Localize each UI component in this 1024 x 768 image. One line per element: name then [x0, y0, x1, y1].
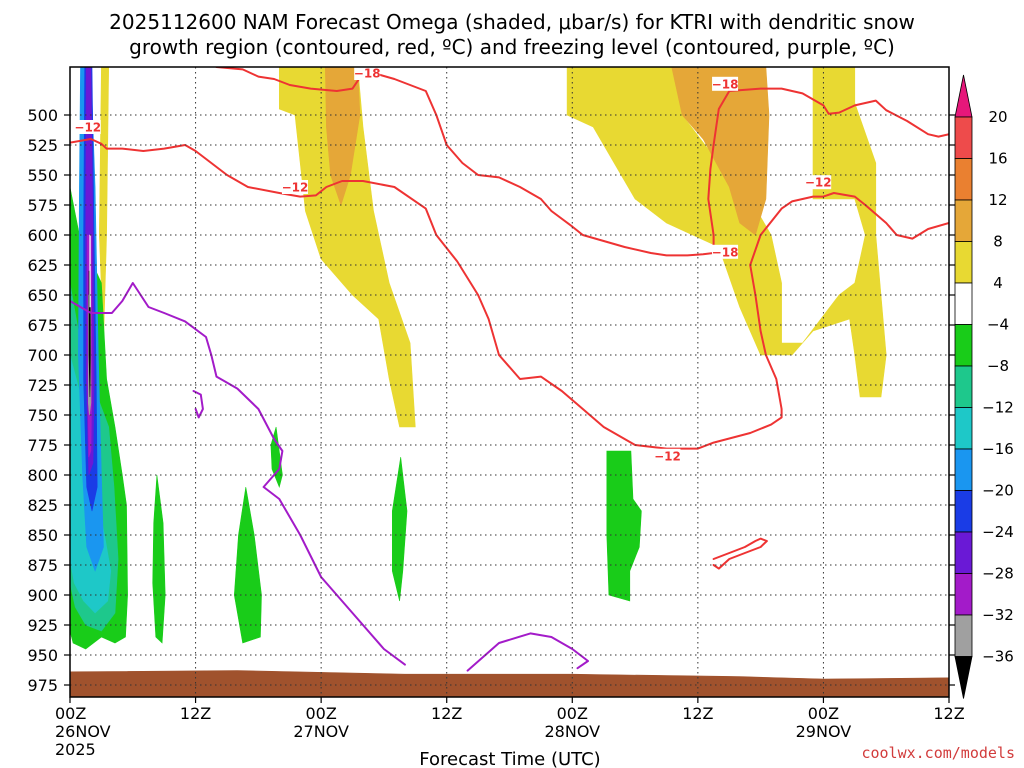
y-tick-label-675: 675 — [27, 316, 58, 335]
colorbar-swatch-4 — [954, 199, 973, 242]
colorbar-swatch-8 — [954, 365, 973, 408]
x-tick-date-48: 28NOV — [544, 722, 600, 741]
y-tick-label-950: 950 — [27, 646, 58, 665]
contour-label-bg-2 — [281, 180, 308, 194]
contour-labels: −12 −12 −18 −18 −18 −12 −12 — [74, 66, 832, 463]
colorbar: 20 16 12 8 4 −4 −8 −12 −16 −20 −24 −28 −32 −36 — [954, 74, 1014, 699]
colorbar-label-3: 12 — [988, 191, 1007, 209]
x-tick-date-24: 27NOV — [293, 722, 349, 741]
x-tick-date-0: 26NOV — [55, 722, 111, 741]
contour-freezing-level-0-c-line-2 — [466, 632, 589, 672]
contour-label-bg-6 — [805, 175, 832, 190]
x-tick-time-60: 12Z — [682, 704, 713, 723]
y-tick-label-975: 975 — [27, 676, 58, 695]
y-tick-label-550: 550 — [27, 166, 58, 185]
colorbar-swatch-7 — [954, 324, 973, 367]
x-tick-date-72: 29NOV — [796, 722, 852, 741]
contour-dendritic-growth-region-12-c-line-2 — [712, 537, 768, 570]
colorbar-label-10: −20 — [982, 482, 1014, 500]
x-tick-time-24: 00Z — [305, 704, 336, 723]
colorbar-swatch-below-min — [954, 656, 973, 699]
y-tick-label-750: 750 — [27, 406, 58, 425]
contour-dendritic-growth-region-12-c-line-1 — [70, 138, 949, 450]
y-tick-label-575: 575 — [27, 196, 58, 215]
colorbar-swatch-3 — [954, 158, 973, 201]
y-tick-label-875: 875 — [27, 556, 58, 575]
y-tick-label-650: 650 — [27, 286, 58, 305]
contour-label-bg-1 — [74, 120, 101, 134]
y-tick-label-825: 825 — [27, 496, 58, 515]
colorbar-label-9: −16 — [982, 440, 1014, 458]
colorbar-swatch-6 — [954, 282, 973, 325]
credit-text: coolwx.com/models — [861, 744, 1015, 762]
x-tick-time-36: 12Z — [431, 704, 462, 723]
contour-label-2: −12 — [282, 181, 309, 195]
x-tick-time-0: 00Z — [55, 704, 86, 723]
colorbar-swatch-9 — [954, 407, 973, 450]
colorbar-label-12: −28 — [982, 565, 1014, 583]
colorbar-swatch-10 — [954, 448, 973, 491]
y-tick-label-800: 800 — [27, 466, 58, 485]
y-tick-label-600: 600 — [27, 226, 58, 245]
y-tick-label-525: 525 — [27, 136, 58, 155]
y-tick-label-775: 775 — [27, 436, 58, 455]
plot-frame — [69, 66, 950, 698]
gridlines — [70, 67, 949, 697]
colorbar-label-14: −36 — [982, 648, 1014, 666]
colorbar-swatch-11 — [954, 490, 973, 533]
x-axis-label: Forecast Time (UTC) — [419, 749, 600, 768]
contour-label-bg-3 — [354, 66, 381, 80]
x-tick-time-48: 00Z — [557, 704, 588, 723]
contour-label-1: −12 — [74, 121, 101, 135]
y-tick-label-500: 500 — [27, 106, 58, 125]
chart-title-line-2: growth region (contoured, red, ºC) and f… — [129, 35, 895, 59]
colorbar-label-7: −8 — [987, 357, 1009, 375]
colorbar-swatch-2 — [954, 116, 973, 159]
x-tick-time-72: 00Z — [808, 704, 839, 723]
fill-omega-4-to-8-bar-s-upward-positive-shaded-yellow-region-1 — [98, 67, 110, 344]
contour-label-5: −18 — [712, 77, 739, 91]
x-tick-year-0: 2025 — [55, 740, 96, 759]
fill-omega-4-to-8-bar-s-green-region-3 — [233, 486, 262, 644]
contour-label-7: −12 — [654, 449, 681, 463]
y-tick-label-725: 725 — [27, 376, 58, 395]
colorbar-label-2: 16 — [988, 150, 1007, 168]
colorbar-label-4: 8 — [993, 233, 1003, 251]
colorbar-label-5: 4 — [993, 274, 1003, 292]
y-tick-label-625: 625 — [27, 256, 58, 275]
contour-label-3: −18 — [354, 67, 381, 81]
colorbar-swatch-5 — [954, 241, 973, 284]
colorbar-label-1: 20 — [988, 108, 1007, 126]
y-tick-label-900: 900 — [27, 586, 58, 605]
plot-area — [70, 67, 949, 697]
chart-title-line-1: 2025112600 NAM Forecast Omega (shaded, μ… — [109, 10, 915, 34]
contour-label-4: −18 — [712, 245, 739, 259]
contour-label-bg-4 — [712, 244, 739, 259]
contour-freezing-level-0-c-line-1 — [70, 282, 406, 666]
fill-omega-4-to-8-bar-s-green-region-2 — [152, 474, 166, 644]
colorbar-label-11: −24 — [982, 523, 1014, 541]
contour-label-6: −12 — [805, 176, 832, 190]
x-tick-time-12: 12Z — [180, 704, 211, 723]
x-tick-time-84: 12Z — [933, 704, 964, 723]
contour-freezing-level-0-c-line-3 — [192, 390, 204, 419]
y-tick-label-850: 850 — [27, 526, 58, 545]
colorbar-label-6: −4 — [987, 316, 1009, 334]
colorbar-label-8: −12 — [982, 399, 1014, 417]
y-tick-label-925: 925 — [27, 616, 58, 635]
y-axis: 500 525 550 575 600 625 650 675 700 725 750 775 800 8… — [27, 106, 955, 695]
colorbar-swatch-12 — [954, 531, 973, 574]
fill-omega-8-to-12-bar-s-orange-region-2 — [671, 67, 770, 236]
fill-omega-4-to-8-bar-s-green-region-4 — [270, 426, 283, 488]
fill-omega-4-to-4-bar-s-white-core-region-1 — [89, 234, 91, 308]
fill-omega-4-to-8-bar-s-green-region-6 — [606, 450, 642, 602]
colorbar-swatch-13 — [954, 573, 973, 616]
contour-label-bg-7 — [654, 448, 681, 463]
colorbar-label-13: −32 — [982, 606, 1014, 624]
y-tick-label-700: 700 — [27, 346, 58, 365]
contour-label-bg-5 — [712, 76, 739, 91]
colorbar-swatch-14 — [954, 614, 973, 657]
